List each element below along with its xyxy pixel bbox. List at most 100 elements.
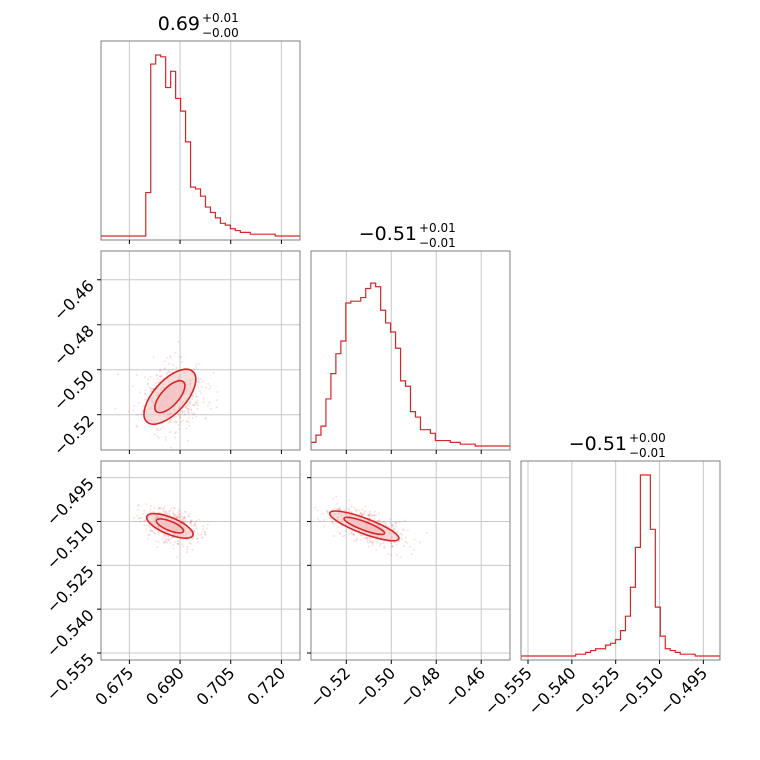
sample-point: [186, 404, 189, 407]
sample-point: [181, 411, 184, 414]
sample-point: [175, 516, 178, 519]
sample-point: [404, 519, 407, 522]
sample-point: [176, 511, 179, 514]
sample-point: [195, 363, 198, 366]
panel-frame: [100, 460, 301, 661]
sample-point: [373, 514, 376, 517]
sample-point: [194, 395, 197, 398]
sample-point: [190, 524, 193, 527]
sample-point: [147, 538, 150, 541]
sample-point: [157, 541, 160, 544]
sample-point: [163, 505, 166, 508]
sample-point: [163, 360, 166, 363]
sample-point: [162, 540, 165, 543]
sample-point: [337, 526, 340, 529]
sample-point: [377, 519, 380, 522]
sample-point: [394, 541, 397, 544]
sample-point: [170, 419, 173, 422]
sample-point: [169, 541, 172, 544]
sample-point: [331, 508, 334, 511]
sample-point: [180, 360, 183, 363]
title-0: 0.69 +0.01 −0.00: [158, 11, 239, 40]
sample-point: [189, 520, 192, 523]
sample-point: [338, 507, 341, 510]
sample-point: [149, 508, 152, 511]
sample-point: [187, 515, 190, 518]
sample-point: [368, 514, 370, 517]
sample-point: [425, 531, 428, 534]
sample-point: [158, 378, 161, 381]
sample-point: [177, 540, 179, 543]
sample-point: [137, 504, 139, 507]
sample-point: [184, 405, 187, 408]
sample-point: [169, 537, 172, 540]
sample-point: [390, 554, 393, 557]
sample-point: [176, 516, 179, 519]
sample-point: [192, 524, 195, 527]
sample-point: [362, 511, 365, 514]
sample-point: [139, 391, 142, 394]
sample-point: [145, 503, 148, 506]
sample-point: [316, 509, 319, 512]
sample-point: [184, 510, 187, 513]
sample-point: [164, 367, 167, 370]
sample-point: [361, 508, 364, 511]
sample-point: [374, 517, 376, 520]
sample-point: [154, 532, 157, 535]
sample-point: [209, 407, 212, 410]
sample-point: [143, 398, 146, 401]
sample-point: [169, 431, 171, 433]
y-tick-label-1-3: −0.46: [50, 276, 98, 324]
sample-point: [133, 404, 136, 407]
sample-point: [182, 538, 185, 541]
sample-point: [352, 506, 355, 509]
sample-point: [399, 532, 402, 535]
sample-point: [314, 506, 317, 509]
sample-point: [380, 542, 382, 545]
sample-point: [350, 511, 353, 513]
sample-point: [336, 502, 339, 505]
sample-point: [409, 545, 412, 548]
sample-point: [132, 517, 135, 519]
sample-point: [137, 508, 140, 511]
sample-point: [197, 386, 200, 389]
sample-point: [204, 533, 207, 536]
sample-point: [360, 513, 363, 516]
sample-point: [177, 543, 180, 546]
sample-point: [186, 408, 189, 411]
title-1-minus: −0.01: [419, 236, 456, 250]
sample-point: [152, 356, 155, 359]
sample-point: [200, 386, 203, 388]
sample-point: [169, 446, 172, 449]
sample-point: [172, 506, 175, 509]
sample-point: [181, 409, 184, 412]
sample-point: [138, 517, 141, 520]
sample-point: [159, 369, 161, 372]
sample-point: [193, 404, 196, 407]
sample-point: [382, 542, 385, 545]
sample-point: [344, 509, 347, 512]
sample-point: [359, 533, 362, 536]
sample-point: [391, 525, 394, 527]
sample-point: [150, 387, 153, 390]
sample-point: [172, 547, 175, 550]
sample-point: [348, 533, 350, 536]
sample-point: [335, 522, 338, 525]
sample-point: [406, 529, 409, 532]
sample-point: [135, 424, 138, 427]
x-tick-label-2-1: −0.540: [524, 663, 579, 718]
sample-point: [190, 519, 193, 522]
sample-point: [190, 409, 193, 412]
sample-point: [165, 512, 168, 515]
sample-point: [333, 523, 336, 526]
sample-point: [335, 496, 338, 498]
sample-point: [177, 542, 179, 545]
sample-point: [369, 540, 372, 543]
sample-point: [186, 545, 189, 548]
title-2-value: −0.51: [569, 433, 627, 455]
sample-point: [188, 400, 191, 403]
sample-point: [167, 369, 170, 372]
sample-point: [366, 536, 369, 539]
sample-point: [333, 507, 336, 510]
sample-point: [164, 436, 167, 439]
